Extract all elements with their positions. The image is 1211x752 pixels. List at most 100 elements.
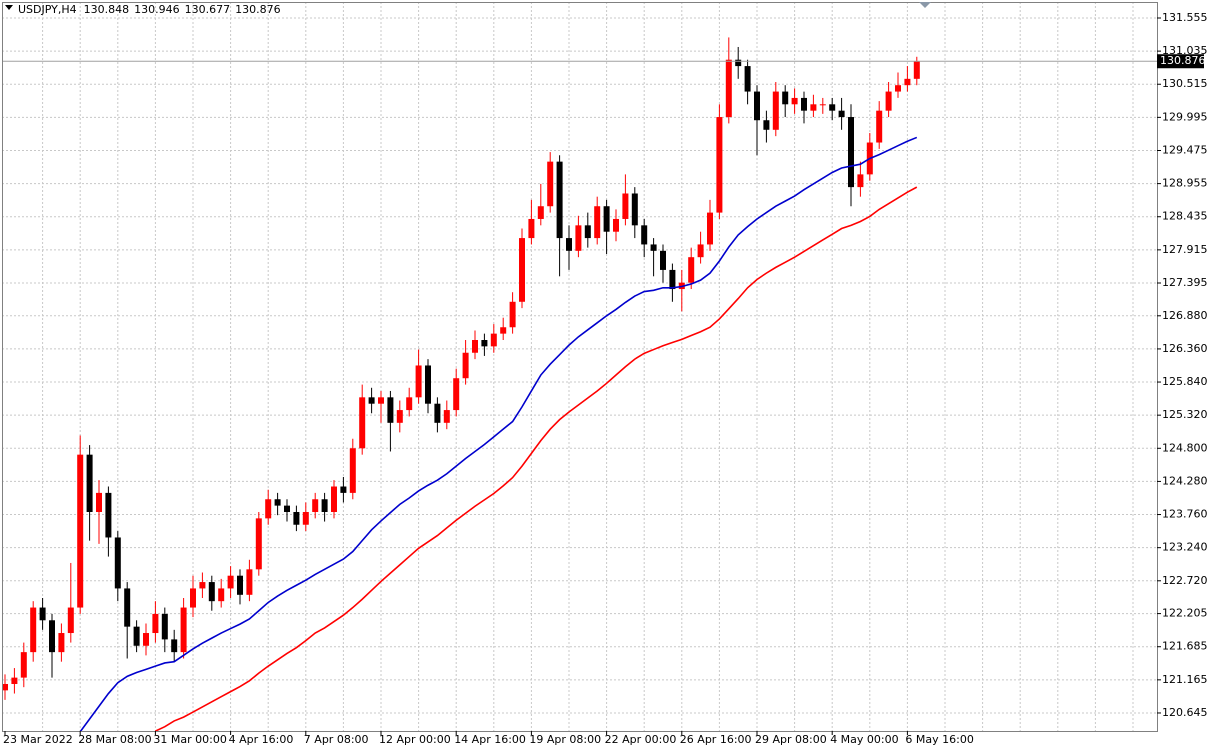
- candle-body: [791, 97, 798, 105]
- candle-body: [453, 378, 460, 411]
- candle-body: [312, 499, 319, 512]
- candle-body: [114, 537, 121, 589]
- candle-body: [246, 569, 253, 595]
- y-tick-label: 126.880: [1162, 309, 1208, 322]
- candle-body: [631, 193, 638, 226]
- candle-body: [378, 397, 384, 404]
- candle-body: [124, 588, 131, 627]
- price-label-box: [1157, 54, 1204, 69]
- candle-body: [650, 244, 657, 251]
- y-tick-label: 129.475: [1162, 143, 1208, 156]
- x-tick-label: 26 Apr 16:00: [680, 733, 752, 746]
- candle-body: [443, 410, 450, 423]
- candle-body: [143, 633, 149, 646]
- candle-body: [575, 225, 582, 251]
- candle-body: [537, 206, 544, 219]
- ma-line: [79, 136, 918, 731]
- candle-body: [161, 613, 168, 640]
- y-tick-label: 124.800: [1162, 441, 1208, 454]
- candle-body: [509, 301, 516, 328]
- candle-body: [77, 454, 84, 608]
- grid: [2, 2, 1157, 731]
- candle-body: [838, 110, 845, 118]
- candle-body: [96, 492, 102, 512]
- candle-body: [707, 212, 713, 245]
- shift-marker[interactable]: [919, 2, 931, 8]
- candle-body: [180, 607, 187, 653]
- candle-body: [321, 499, 328, 512]
- candle-body: [265, 499, 272, 519]
- x-tick-label: 23 Mar 2022: [3, 733, 73, 746]
- candle-body: [481, 340, 488, 347]
- y-tick-label: 128.955: [1162, 177, 1208, 190]
- candle-body: [904, 78, 911, 86]
- candle-body: [396, 410, 403, 423]
- candle-body: [331, 486, 337, 512]
- y-tick-label: 127.915: [1162, 243, 1208, 256]
- candle-body: [406, 397, 413, 411]
- candle-body: [2, 683, 8, 691]
- candle-body: [30, 607, 37, 653]
- y-tick-label: 121.165: [1162, 673, 1208, 686]
- candle-body: [594, 206, 601, 239]
- candle-body: [763, 120, 770, 130]
- candle-body: [255, 518, 262, 570]
- candle-body: [425, 365, 431, 404]
- ma-line: [155, 186, 918, 731]
- header-ohlc: 130.677: [185, 3, 231, 16]
- candle-body: [368, 397, 375, 404]
- candle-body: [152, 613, 159, 634]
- x-tick-label: 31 Mar 00:00: [153, 733, 226, 746]
- y-tick-label: 126.360: [1162, 342, 1208, 355]
- candle-body: [199, 582, 206, 589]
- candle-body: [293, 511, 300, 525]
- y-tick-label: 130.515: [1162, 77, 1208, 90]
- candle-body: [547, 161, 554, 207]
- candle-body: [20, 652, 27, 678]
- candle-body: [67, 607, 74, 634]
- plot-border: [2, 2, 1158, 732]
- candle-body: [133, 626, 140, 646]
- x-tick-label: 7 Apr 08:00: [304, 733, 369, 746]
- x-tick-label: 14 Apr 16:00: [454, 733, 526, 746]
- candle-body: [208, 582, 215, 602]
- symbol: USDJPY,H4: [18, 3, 77, 16]
- candle-body: [490, 333, 497, 347]
- candle-body: [284, 505, 290, 512]
- header-ohlc: 130.946: [134, 3, 180, 16]
- candle-body: [913, 61, 920, 79]
- candle-body: [528, 218, 535, 239]
- candle-body: [613, 218, 619, 232]
- candle-body: [641, 225, 648, 245]
- candle-body: [340, 486, 347, 493]
- candle-body: [171, 639, 178, 653]
- y-tick-label: 127.395: [1162, 276, 1208, 289]
- y-tick-label: 123.760: [1162, 508, 1208, 521]
- candle-body: [274, 499, 281, 506]
- candle-body: [876, 110, 883, 143]
- menu-arrow[interactable]: [5, 5, 13, 10]
- x-tick-label: 22 Apr 00:00: [605, 733, 677, 746]
- candle-body: [415, 365, 422, 398]
- y-tick-label: 121.685: [1162, 640, 1208, 653]
- candle-body: [622, 193, 629, 219]
- candle-body: [86, 454, 93, 512]
- candle-body: [58, 633, 65, 653]
- candle-body: [500, 327, 507, 334]
- x-tick-label: 29 Apr 08:00: [755, 733, 827, 746]
- x-tick-label: 6 May 16:00: [905, 733, 973, 746]
- candle-body: [434, 403, 441, 423]
- candle-body: [697, 244, 704, 258]
- candle-body: [39, 607, 46, 621]
- candle-body: [105, 492, 112, 538]
- candle-body: [725, 59, 732, 118]
- candle-body: [566, 238, 572, 251]
- candle-body: [772, 91, 779, 130]
- candle-body: [857, 174, 864, 188]
- header-ohlc: 130.876: [235, 3, 281, 16]
- axes: 130.848 130.946 130.677 130.876 131.555 131.0…: [3, 3, 1208, 746]
- candle-body: [519, 238, 525, 302]
- candle-body: [735, 59, 742, 67]
- candle-body: [716, 117, 723, 213]
